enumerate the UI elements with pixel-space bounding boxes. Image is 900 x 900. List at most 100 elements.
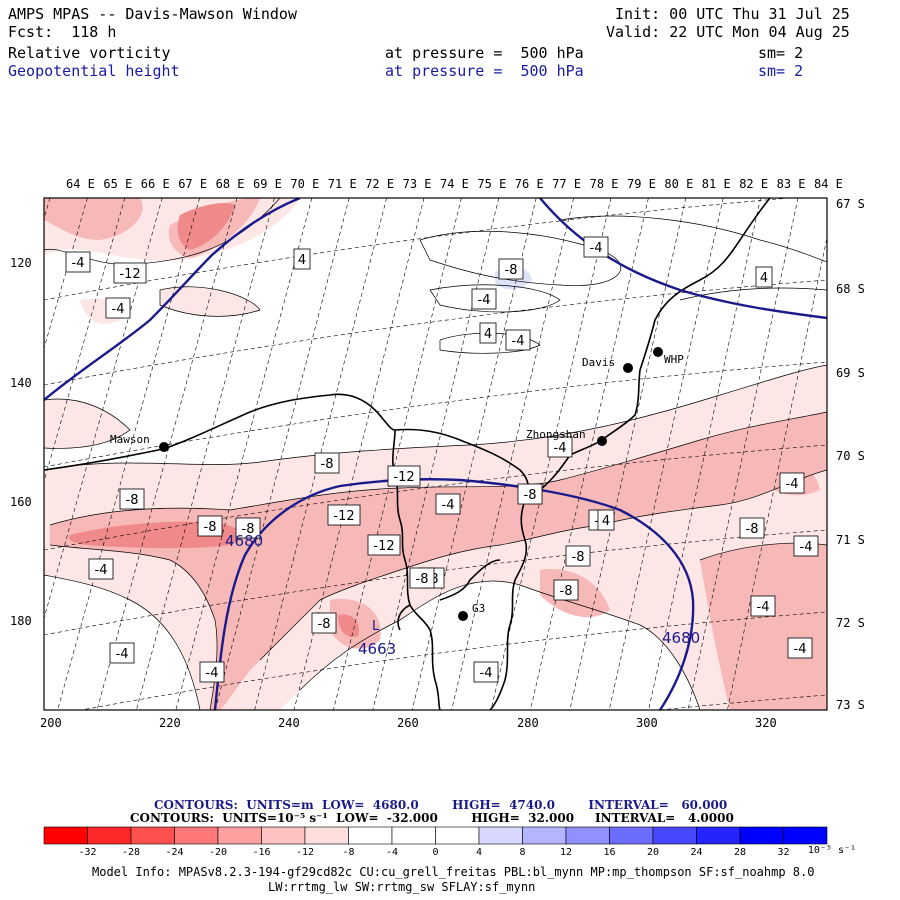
vorticity-label-box bbox=[327, 504, 361, 526]
lat-label: 73 S bbox=[836, 698, 865, 712]
meridian-line bbox=[608, 198, 724, 710]
vorticity-label: 4 bbox=[298, 253, 306, 268]
vorticity-label-box bbox=[119, 488, 145, 510]
lon-label: 71 E bbox=[327, 177, 357, 191]
meridian-line bbox=[569, 198, 687, 710]
vorticity-label: -8 bbox=[126, 493, 139, 508]
vorticity-label: -4 bbox=[116, 647, 129, 662]
parallel-line bbox=[44, 198, 794, 301]
vorticity-label-box bbox=[314, 452, 340, 474]
station-label-davis: Davis bbox=[582, 356, 615, 369]
vorticity-label: -12 bbox=[119, 267, 140, 282]
vorticity-label: -8 bbox=[560, 584, 573, 599]
colorbar bbox=[43, 826, 828, 845]
lat-label: 70 S bbox=[836, 449, 865, 463]
y-axis-label: 160 bbox=[10, 495, 32, 509]
vorticity-label-box bbox=[553, 579, 579, 601]
vorticity-label: -8 bbox=[524, 488, 537, 503]
lon-label: 83 E bbox=[776, 177, 806, 191]
vorticity-label-box bbox=[113, 262, 147, 284]
vorticity-label: -8 bbox=[321, 457, 334, 472]
colorbar-tick-label: -20 bbox=[208, 847, 228, 858]
meridian-line bbox=[214, 198, 350, 710]
vorticity-label: -8 bbox=[416, 572, 429, 587]
lon-label: 69 E bbox=[253, 177, 282, 191]
vorticity-label-box bbox=[547, 436, 573, 458]
x-axis-label: 320 bbox=[755, 716, 777, 730]
vorticity-label-box bbox=[409, 567, 435, 589]
lat-label: 67 S bbox=[836, 197, 865, 211]
colorbar-tick-label: 24 bbox=[690, 847, 703, 858]
colorbar-swatch bbox=[783, 826, 828, 845]
colorbar-swatch bbox=[565, 826, 610, 845]
vorticity-fill-strong-2 bbox=[177, 203, 235, 250]
vorticity-fill-light-2 bbox=[44, 399, 130, 449]
colorbar-swatch bbox=[522, 826, 567, 845]
field1-name: Relative vorticity bbox=[8, 44, 171, 62]
colorbar-swatch bbox=[130, 826, 175, 845]
legend-vorticity-contours: CONTOURS: UNITS=10⁻⁵ s⁻¹ LOW= -32.000 HI… bbox=[130, 811, 734, 825]
colorbar-tick-label: 8 bbox=[519, 847, 526, 858]
height-contours bbox=[44, 198, 827, 710]
y-axis-label: 140 bbox=[10, 376, 32, 390]
colorbar-swatch bbox=[739, 826, 784, 845]
meridian-line bbox=[44, 198, 51, 220]
x-axis-label: 240 bbox=[278, 716, 300, 730]
vorticity-label-box bbox=[65, 251, 91, 273]
station-dot-g3 bbox=[458, 611, 468, 621]
low-marker: L bbox=[372, 619, 380, 634]
colorbar-swatch bbox=[174, 826, 219, 845]
meridian-line bbox=[411, 198, 537, 710]
station-label-whp: WHP bbox=[664, 353, 684, 366]
colorbar-swatch bbox=[261, 826, 306, 845]
colorbar-swatch bbox=[304, 826, 349, 845]
station-dot-mawson bbox=[159, 442, 169, 452]
y-axis-label: 180 bbox=[10, 614, 32, 628]
model-info-line2: LW:rrtmg_lw SW:rrtmg_sw SFLAY:sf_mynn bbox=[268, 880, 536, 894]
valid-time: Valid: 22 UTC Mon 04 Aug 25 bbox=[606, 23, 850, 41]
vorticity-label-box bbox=[505, 329, 531, 351]
colorbar-swatch bbox=[348, 826, 393, 845]
vorticity-label: -4 bbox=[794, 642, 807, 657]
lon-label: 67 E bbox=[178, 177, 208, 191]
vorticity-label-box bbox=[197, 515, 223, 537]
meridian-line bbox=[96, 198, 238, 710]
vorticity-label: -8 bbox=[746, 522, 759, 537]
lon-label: 81 E bbox=[701, 177, 731, 191]
latlon-gridlines bbox=[44, 198, 827, 710]
x-axis-label: 260 bbox=[397, 716, 419, 730]
vorticity-label: -4 bbox=[786, 477, 799, 492]
vorticity-label-box bbox=[109, 642, 135, 664]
vorticity-label-box bbox=[105, 297, 131, 319]
meridian-line bbox=[175, 198, 313, 710]
lon-label: 84 E bbox=[814, 177, 843, 191]
colorbar-swatch bbox=[217, 826, 262, 845]
lon-label: 75 E bbox=[477, 177, 507, 191]
vorticity-label-box bbox=[565, 545, 591, 567]
vorticity-label: -8 bbox=[204, 520, 217, 535]
parallel-line bbox=[44, 279, 827, 386]
colorbar-tick-label: 12 bbox=[559, 847, 573, 858]
lon-label: 73 E bbox=[402, 177, 432, 191]
vorticity-label: -4 bbox=[442, 498, 455, 513]
lon-label: 78 E bbox=[589, 177, 619, 191]
meridian-line bbox=[136, 198, 275, 710]
meridian-line bbox=[451, 198, 574, 710]
station-dot-davis bbox=[623, 363, 633, 373]
meridian-line bbox=[687, 198, 799, 710]
colorbar-tick-label: -16 bbox=[252, 847, 271, 858]
model-info-line1: Model Info: MPASv8.2.3-194-gf29cd82c CU:… bbox=[92, 865, 815, 879]
colorbar-tick-label: 20 bbox=[646, 847, 660, 858]
meridian-line bbox=[648, 198, 761, 710]
colorbar-tick-label: 16 bbox=[603, 847, 616, 858]
lon-label: 82 E bbox=[739, 177, 769, 191]
field1-smoothing: sm= 2 bbox=[758, 44, 804, 62]
colorbar-swatch bbox=[478, 826, 523, 845]
map-plot-area: -4 -12 -4 4 -8 -4 4 -4 -4 4 -8 -12 -4 -8 -12 -8 -8 -8 -12 -… bbox=[44, 198, 827, 710]
parallel-line bbox=[44, 529, 827, 636]
colorbar-tick-label: -24 bbox=[165, 847, 184, 858]
vorticity-label: -4 bbox=[512, 334, 525, 349]
vorticity-label-box bbox=[387, 465, 421, 487]
vorticity-label-box bbox=[498, 258, 524, 280]
vorticity-fill-strong-3 bbox=[338, 614, 359, 638]
